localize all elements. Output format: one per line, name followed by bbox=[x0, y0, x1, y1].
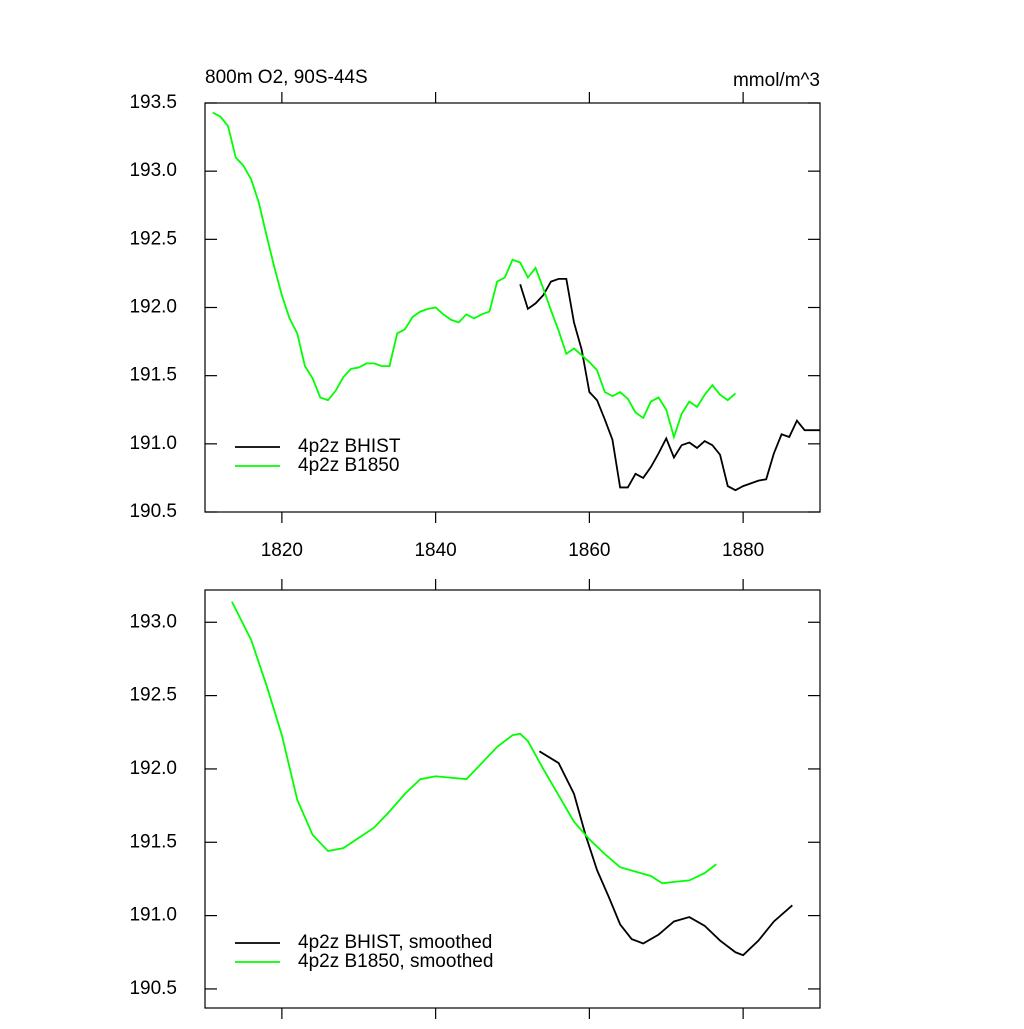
y-tick-label: 191.0 bbox=[129, 433, 177, 454]
y-tick-label: 193.0 bbox=[129, 611, 177, 632]
y-tick-label: 191.5 bbox=[129, 831, 177, 852]
y-tick-label: 192.5 bbox=[129, 228, 177, 249]
units-label: mmol/m^3 bbox=[733, 70, 820, 91]
y-tick-label: 193.5 bbox=[129, 92, 177, 113]
y-tick-label: 191.0 bbox=[129, 905, 177, 926]
series-line bbox=[231, 601, 717, 885]
legend-label: 4p2z B1850 bbox=[298, 455, 399, 476]
y-tick-label: 192.5 bbox=[129, 685, 177, 706]
legend-label: 4p2z BHIST bbox=[298, 436, 401, 457]
y-tick-label: 190.5 bbox=[129, 978, 177, 999]
x-tick-label: 1820 bbox=[261, 540, 303, 561]
series-line bbox=[519, 277, 820, 492]
legend-label: 4p2z B1850, smoothed bbox=[298, 951, 493, 972]
series-line bbox=[212, 111, 737, 441]
series-line bbox=[538, 750, 793, 957]
legend-label: 4p2z BHIST, smoothed bbox=[298, 932, 492, 953]
y-tick-label: 192.0 bbox=[129, 758, 177, 779]
chart-title: 800m O2, 90S-44S bbox=[205, 67, 368, 88]
y-tick-label: 192.0 bbox=[129, 297, 177, 318]
x-tick-label: 1840 bbox=[414, 540, 456, 561]
plot-frame bbox=[204, 589, 821, 1009]
x-tick-label: 1860 bbox=[568, 540, 610, 561]
x-tick-label: 1880 bbox=[722, 540, 764, 561]
y-tick-label: 193.0 bbox=[129, 160, 177, 181]
y-tick-label: 190.5 bbox=[129, 501, 177, 522]
y-tick-label: 191.5 bbox=[129, 365, 177, 386]
